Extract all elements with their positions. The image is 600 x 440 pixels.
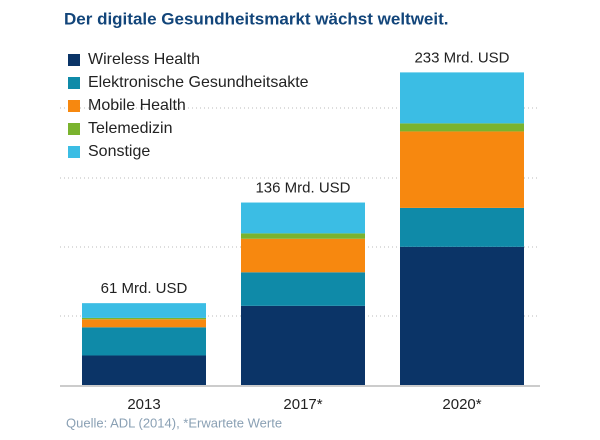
total-label: 136 Mrd. USD — [255, 180, 350, 197]
x-tick-label: 2013 — [127, 396, 160, 413]
bar-segment — [241, 305, 365, 385]
bar-segment — [82, 317, 206, 320]
x-tick-label: 2020* — [442, 396, 481, 413]
legend-swatch — [68, 123, 80, 135]
bar-segment — [82, 303, 206, 318]
bar-segment — [82, 355, 206, 385]
bar-segment — [241, 233, 365, 239]
bar-segment — [241, 272, 365, 306]
legend-swatch — [68, 100, 80, 112]
bar-segment — [241, 202, 365, 234]
legend-swatch — [68, 146, 80, 158]
source-note: Quelle: ADL (2014), *Erwartete Werte — [66, 415, 282, 430]
x-tick-label: 2017* — [283, 396, 322, 413]
legend-label: Telemedizin — [88, 120, 172, 137]
bar-segment — [400, 131, 524, 208]
bar-segment — [241, 238, 365, 273]
bar-segment — [400, 72, 524, 124]
total-label: 233 Mrd. USD — [414, 49, 509, 66]
legend-swatch — [68, 77, 80, 89]
legend-swatch — [68, 54, 80, 66]
legend-label: Elektronische Gesundheitsakte — [88, 74, 309, 91]
legend-label: Mobile Health — [88, 97, 186, 114]
bar-segment — [400, 246, 524, 385]
chart-title: Der digitale Gesundheitsmarkt wächst wel… — [64, 9, 449, 28]
legend-label: Wireless Health — [88, 51, 200, 68]
total-label: 61 Mrd. USD — [101, 280, 188, 297]
bar-segment — [400, 207, 524, 247]
bar-segment — [82, 327, 206, 356]
bar-segment — [400, 123, 524, 132]
legend-label: Sonstige — [88, 143, 150, 160]
bar-segment — [82, 319, 206, 328]
